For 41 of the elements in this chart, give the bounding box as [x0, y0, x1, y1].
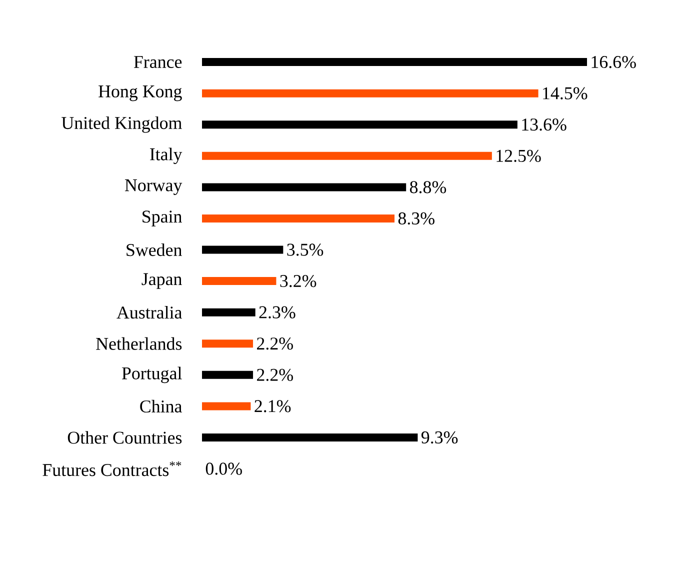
- data-label: 12.5%: [496, 150, 541, 162]
- bar: [202, 433, 418, 442]
- data-label: 3.2%: [280, 274, 316, 288]
- bar: [202, 370, 254, 379]
- data-label: 2.2%: [257, 368, 293, 381]
- y-tick-label: Spain: [142, 210, 182, 226]
- y-tick-label: Portugal: [122, 366, 182, 384]
- y-tick-label: Australia: [116, 306, 182, 319]
- y-tick-label: France: [134, 56, 182, 68]
- y-tick-label: Netherlands: [96, 337, 182, 350]
- bar: [202, 402, 251, 410]
- data-label: 2.1%: [254, 400, 291, 412]
- y-tick-label: Sweden: [126, 243, 182, 256]
- data-label: 16.6%: [592, 56, 636, 68]
- y-tick-label: United Kingdom: [62, 116, 182, 133]
- y-tick-label: China: [140, 400, 182, 412]
- bar: [202, 214, 395, 222]
- bar: [202, 246, 284, 254]
- data-label: 9.3%: [421, 431, 458, 444]
- bar: [202, 308, 256, 316]
- data-label: 8.3%: [398, 212, 434, 225]
- bar: [202, 183, 406, 192]
- y-tick-label: Futures Contracts$^{**}$: [42, 461, 182, 476]
- y-tick-label: Hong Kong: [98, 86, 182, 102]
- bar: [202, 152, 492, 160]
- bar: [202, 340, 254, 348]
- data-label: 2.2%: [257, 338, 293, 350]
- data-label: 0.0%: [206, 462, 242, 475]
- data-label: 14.5%: [543, 87, 588, 100]
- y-tick-label: Other Countries: [68, 431, 182, 444]
- data-label: 2.3%: [259, 306, 296, 318]
- data-label: 8.8%: [410, 181, 446, 194]
- bar: [202, 58, 588, 66]
- bar: [202, 89, 538, 98]
- data-label: 13.6%: [522, 118, 566, 131]
- data-label: 3.5%: [287, 244, 324, 256]
- y-tick-label: Japan: [142, 273, 182, 289]
- bar: [202, 277, 276, 286]
- y-tick-label: Italy: [150, 148, 182, 164]
- y-tick-label: Norway: [124, 179, 182, 195]
- bar: [202, 120, 518, 129]
